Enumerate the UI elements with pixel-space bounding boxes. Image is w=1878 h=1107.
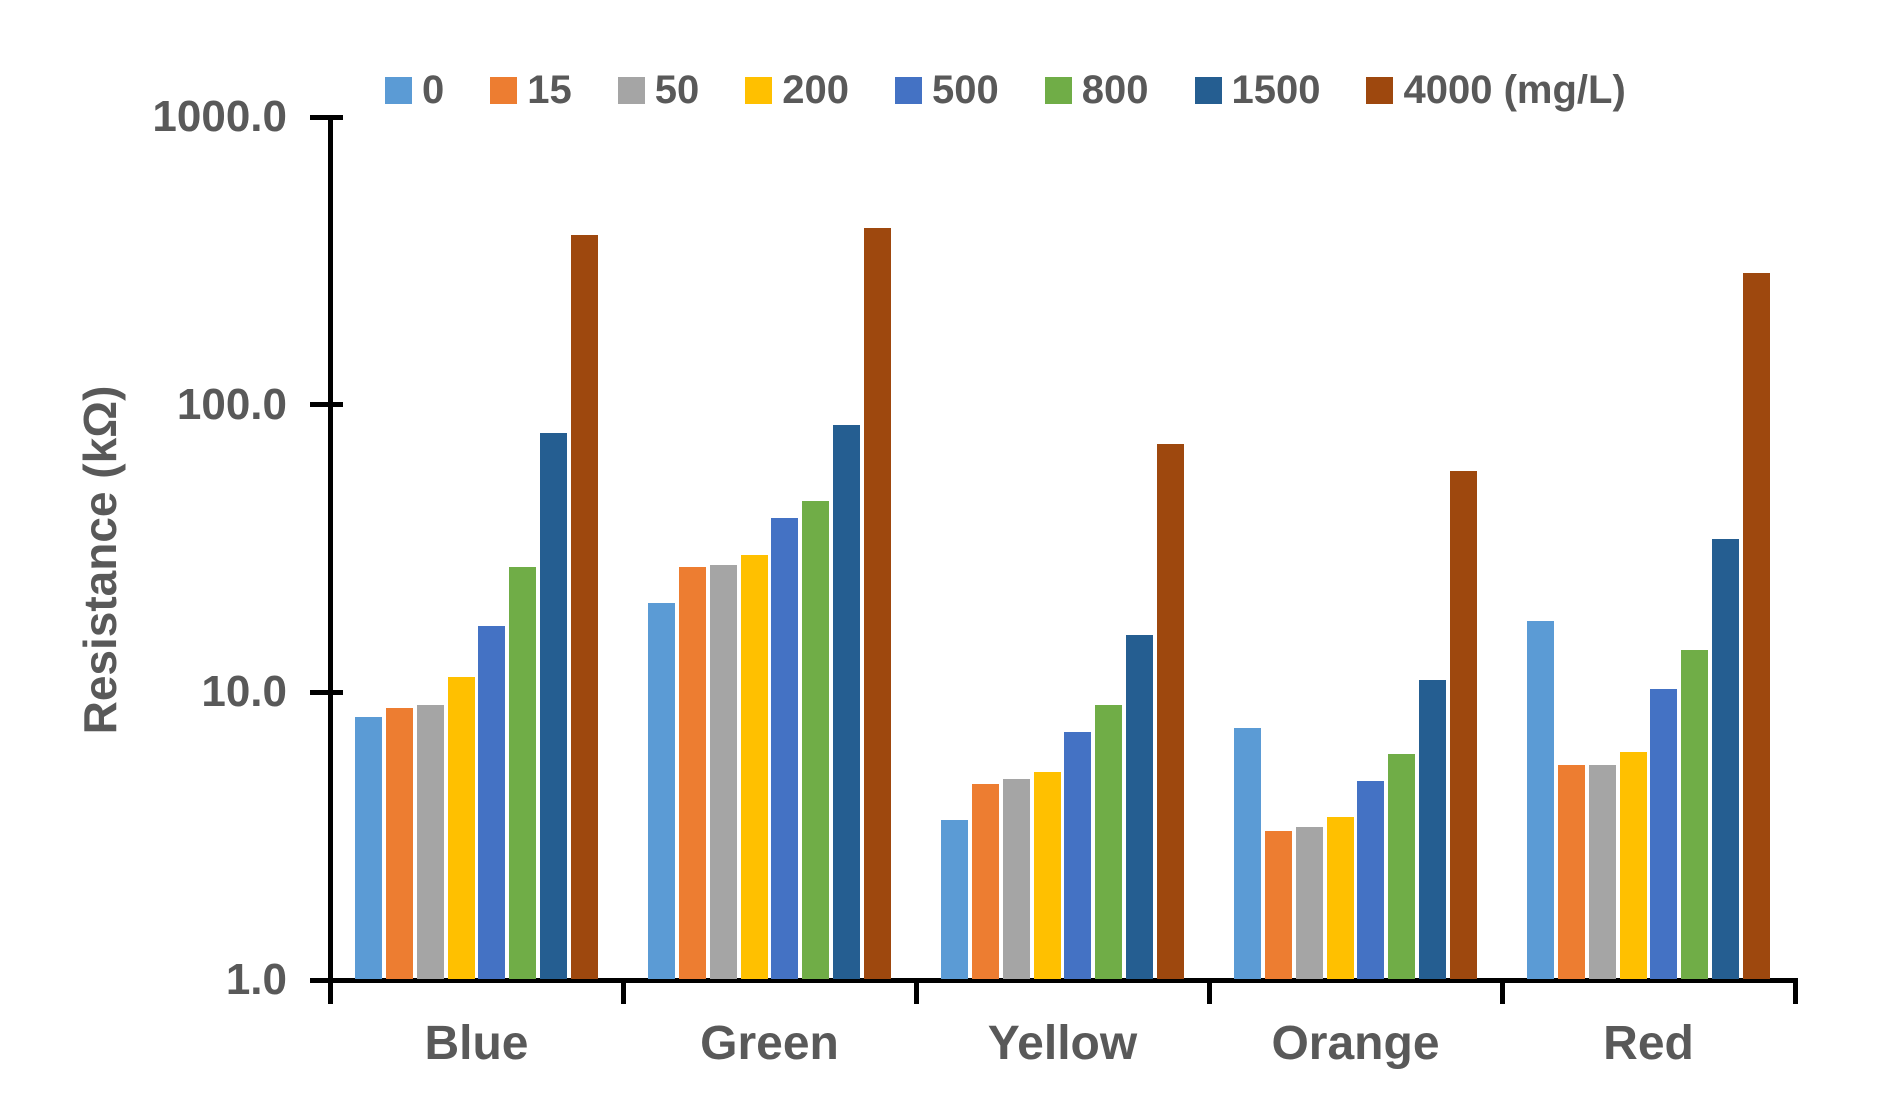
legend-swatch-800 bbox=[1044, 76, 1072, 104]
legend-item: 4000 (mg/L) bbox=[1366, 68, 1626, 112]
legend-item: 200 bbox=[745, 68, 849, 112]
x-category-label: Red bbox=[1603, 1017, 1694, 1070]
legend-item: 1500 bbox=[1194, 68, 1321, 112]
bar-green-200 bbox=[740, 555, 768, 979]
x-tick bbox=[1792, 978, 1798, 1004]
legend-swatch-15 bbox=[490, 76, 518, 104]
y-tick bbox=[310, 402, 343, 408]
legend-label: 500 bbox=[932, 68, 999, 112]
x-tick bbox=[1499, 978, 1505, 1004]
y-tick-label: 1.0 bbox=[225, 955, 287, 1004]
bar-yellow-0 bbox=[941, 819, 968, 979]
bar-red-15 bbox=[1557, 764, 1585, 979]
legend-item: 500 bbox=[895, 68, 999, 112]
bar-green-15 bbox=[678, 566, 706, 979]
bar-yellow-200 bbox=[1033, 771, 1061, 979]
y-tick-label: 1000.0 bbox=[152, 92, 287, 141]
bar-yellow-500 bbox=[1064, 731, 1092, 979]
bar-yellow-800 bbox=[1095, 705, 1123, 979]
bar-green-500 bbox=[771, 517, 799, 979]
legend-label: 15 bbox=[527, 68, 572, 112]
x-axis-line bbox=[327, 978, 1798, 983]
bar-orange-15 bbox=[1264, 830, 1292, 979]
bar-blue-500 bbox=[478, 626, 506, 979]
bar-orange-200 bbox=[1326, 816, 1354, 979]
bar-red-4000 bbox=[1743, 272, 1770, 979]
x-category-label: Blue bbox=[424, 1017, 529, 1070]
x-category-label: Yellow bbox=[987, 1017, 1138, 1070]
legend-swatch-1500 bbox=[1194, 76, 1222, 104]
bar-red-200 bbox=[1619, 752, 1647, 979]
bar-red-500 bbox=[1650, 688, 1678, 979]
legend-label: 50 bbox=[654, 68, 700, 112]
x-tick bbox=[1206, 978, 1212, 1004]
bar-green-4000 bbox=[864, 228, 891, 979]
y-tick bbox=[310, 689, 343, 695]
bar-orange-0 bbox=[1234, 728, 1261, 979]
legend-swatch-4000 bbox=[1366, 76, 1394, 104]
bar-yellow-4000 bbox=[1157, 443, 1184, 979]
bar-green-800 bbox=[802, 500, 830, 979]
bar-yellow-1500 bbox=[1126, 635, 1154, 979]
bar-blue-800 bbox=[509, 567, 537, 979]
x-category-label: Orange bbox=[1271, 1017, 1440, 1070]
bar-blue-200 bbox=[447, 677, 475, 979]
bar-green-50 bbox=[709, 564, 737, 979]
legend-label: 0 bbox=[422, 68, 445, 112]
bar-blue-0 bbox=[355, 717, 382, 979]
legend-item: 50 bbox=[617, 68, 700, 112]
legend-item: 15 bbox=[490, 68, 572, 112]
legend-item: 800 bbox=[1044, 68, 1149, 112]
bar-orange-50 bbox=[1295, 827, 1323, 979]
bar-blue-4000 bbox=[571, 234, 598, 979]
legend-label: 4000 (mg/L) bbox=[1403, 68, 1626, 112]
bar-yellow-50 bbox=[1002, 778, 1030, 979]
bar-red-0 bbox=[1527, 620, 1554, 979]
bar-green-1500 bbox=[833, 424, 861, 979]
bar-red-1500 bbox=[1712, 539, 1740, 979]
legend-label: 1500 bbox=[1231, 68, 1321, 112]
bar-blue-15 bbox=[385, 708, 413, 979]
legend-swatch-0 bbox=[385, 76, 412, 104]
bar-red-800 bbox=[1681, 650, 1709, 979]
x-category-label: Green bbox=[700, 1017, 839, 1070]
bar-orange-800 bbox=[1388, 754, 1416, 979]
bar-orange-500 bbox=[1357, 781, 1385, 979]
x-tick bbox=[620, 978, 626, 1004]
x-tick bbox=[913, 978, 919, 1004]
legend-item: 0 bbox=[385, 68, 444, 112]
x-tick bbox=[327, 978, 333, 1004]
bar-blue-50 bbox=[416, 705, 444, 979]
y-tick bbox=[310, 114, 343, 120]
chart-legend: 0 15 50 200 500 800 1500 4000 (mg/L) bbox=[385, 68, 1672, 112]
bar-orange-1500 bbox=[1419, 680, 1447, 979]
legend-swatch-200 bbox=[745, 76, 773, 104]
legend-swatch-500 bbox=[895, 76, 922, 104]
legend-swatch-50 bbox=[617, 76, 645, 104]
y-axis-line bbox=[327, 115, 333, 985]
y-tick-label: 10.0 bbox=[201, 667, 287, 717]
legend-label: 800 bbox=[1081, 68, 1149, 112]
bar-yellow-15 bbox=[971, 784, 999, 979]
y-tick bbox=[310, 977, 343, 983]
y-tick-label: 100.0 bbox=[176, 379, 287, 429]
bar-red-50 bbox=[1588, 764, 1616, 979]
legend-label: 200 bbox=[782, 68, 849, 112]
bar-green-0 bbox=[648, 602, 675, 979]
bar-blue-1500 bbox=[540, 432, 568, 979]
bar-orange-4000 bbox=[1450, 470, 1477, 979]
